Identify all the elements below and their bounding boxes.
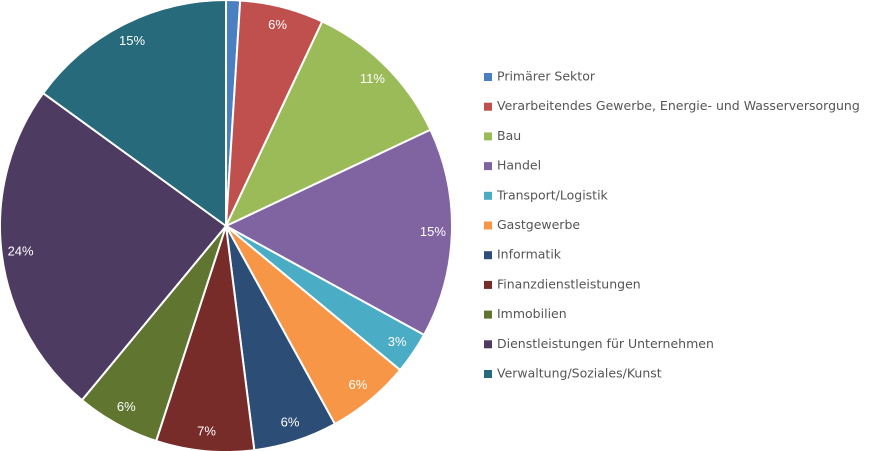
legend-swatch	[484, 310, 492, 319]
legend-item: Dienstleistungen für Unternehmen	[484, 336, 714, 351]
legend-swatch	[484, 102, 492, 111]
legend-item: Gastgewerbe	[484, 217, 580, 232]
legend-item: Primärer Sektor	[484, 69, 596, 84]
legend-label: Verarbeitendes Gewerbe, Energie- und Was…	[497, 98, 860, 113]
legend-item: Verwaltung/Soziales/Kunst	[484, 366, 662, 381]
pie-data-label: 6%	[349, 377, 368, 392]
pie-slice	[0, 91, 228, 402]
legend-swatch	[484, 162, 492, 171]
legend-label: Bau	[497, 128, 521, 143]
pie-data-labels: 6% 11% 15% 3% 6% 6% 7% 6% 24% 15%	[8, 17, 447, 439]
legend-label: Transport/Logistik	[496, 187, 609, 202]
legend-item: Finanzdienstleistungen	[484, 276, 641, 291]
pie-data-label: 7%	[197, 424, 216, 439]
pie-data-label: 15%	[119, 33, 145, 48]
legend-item: Informatik	[484, 247, 562, 262]
pie-slices	[0, 0, 453, 451]
legend-item: Bau	[484, 128, 521, 143]
legend-item: Verarbeitendes Gewerbe, Energie- und Was…	[484, 98, 860, 113]
pie-data-label: 11%	[360, 71, 385, 86]
legend-item: Immobilien	[484, 306, 567, 321]
legend-label: Dienstleistungen für Unternehmen	[497, 336, 714, 351]
legend-item: Transport/Logistik	[484, 187, 609, 202]
pie-slice	[223, 20, 432, 229]
legend-label: Informatik	[497, 247, 562, 262]
legend-label: Primärer Sektor	[497, 69, 596, 84]
legend-label: Finanzdienstleistungen	[497, 276, 641, 291]
legend-label: Handel	[497, 158, 541, 173]
pie-data-label: 24%	[8, 243, 34, 258]
legend-swatch	[484, 191, 492, 200]
legend-swatch	[484, 73, 492, 81]
pie-data-label: 6%	[281, 414, 300, 429]
pie-data-label: 15%	[420, 224, 446, 239]
legend-swatch	[484, 221, 492, 230]
legend-label: Gastgewerbe	[497, 217, 580, 232]
pie-slice	[223, 128, 453, 337]
pie-data-label: 6%	[117, 399, 136, 414]
legend-swatch	[484, 132, 492, 141]
legend-label: Immobilien	[497, 306, 567, 321]
legend-swatch	[484, 340, 492, 349]
legend-item: Handel	[484, 158, 541, 173]
legend-swatch	[484, 370, 492, 378]
legend-swatch	[484, 251, 492, 260]
legend-swatch	[484, 280, 492, 289]
pie-slice	[41, 0, 227, 228]
pie-data-label: 3%	[388, 334, 407, 349]
legend-label: Verwaltung/Soziales/Kunst	[497, 366, 662, 381]
pie-data-label: 6%	[268, 17, 287, 32]
legend: Primärer Sektor Verarbeitendes Gewerbe, E…	[484, 69, 860, 381]
